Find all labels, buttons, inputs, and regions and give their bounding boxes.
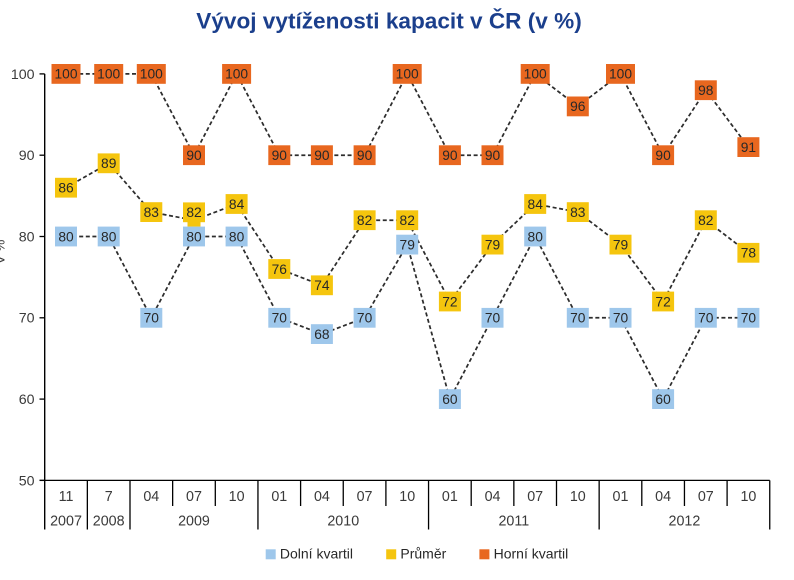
svg-text:01: 01 (442, 489, 458, 505)
svg-text:7: 7 (105, 489, 113, 505)
svg-text:2011: 2011 (498, 513, 529, 529)
svg-text:04: 04 (314, 489, 330, 505)
svg-text:86: 86 (58, 181, 74, 196)
svg-text:07: 07 (186, 489, 202, 505)
svg-text:90: 90 (186, 148, 202, 163)
svg-text:Dolní kvartil: Dolní kvartil (280, 546, 353, 562)
svg-text:04: 04 (485, 489, 501, 505)
svg-text:68: 68 (314, 327, 330, 342)
svg-text:01: 01 (613, 489, 629, 505)
svg-text:82: 82 (357, 213, 372, 228)
svg-text:100: 100 (524, 67, 547, 82)
svg-text:100: 100 (11, 67, 35, 83)
svg-text:60: 60 (655, 392, 671, 407)
svg-text:70: 70 (741, 311, 757, 326)
svg-text:72: 72 (442, 294, 457, 309)
svg-text:82: 82 (400, 213, 415, 228)
svg-text:90: 90 (485, 148, 501, 163)
svg-text:90: 90 (272, 148, 288, 163)
svg-text:70: 70 (357, 311, 373, 326)
svg-text:80: 80 (186, 229, 202, 244)
svg-text:80: 80 (58, 229, 74, 244)
svg-text:10: 10 (229, 489, 245, 505)
svg-text:50: 50 (19, 473, 35, 489)
svg-text:11: 11 (59, 489, 74, 505)
svg-text:89: 89 (101, 156, 117, 171)
svg-text:74: 74 (314, 278, 330, 293)
svg-text:100: 100 (396, 67, 419, 82)
svg-text:70: 70 (613, 311, 629, 326)
svg-text:82: 82 (698, 213, 713, 228)
svg-text:100: 100 (54, 67, 77, 82)
svg-text:98: 98 (698, 83, 714, 98)
svg-text:60: 60 (442, 392, 458, 407)
svg-text:83: 83 (144, 205, 160, 220)
svg-text:60: 60 (19, 392, 35, 408)
svg-text:2008: 2008 (93, 513, 125, 529)
svg-text:Vývoj vytíženosti kapacit v ČR: Vývoj vytíženosti kapacit v ČR (v %) (196, 9, 581, 34)
svg-text:76: 76 (272, 262, 288, 277)
svg-text:2007: 2007 (50, 513, 82, 529)
svg-text:78: 78 (741, 246, 757, 261)
svg-text:100: 100 (140, 67, 163, 82)
svg-text:90: 90 (655, 148, 671, 163)
svg-text:72: 72 (655, 294, 670, 309)
svg-text:80: 80 (19, 229, 35, 245)
svg-text:70: 70 (144, 311, 160, 326)
svg-text:Horní kvartil: Horní kvartil (494, 546, 569, 562)
svg-text:70: 70 (19, 311, 35, 327)
svg-text:79: 79 (400, 237, 416, 252)
svg-text:90: 90 (357, 148, 373, 163)
svg-text:80: 80 (528, 229, 544, 244)
svg-text:100: 100 (97, 67, 120, 82)
svg-text:82: 82 (186, 205, 201, 220)
svg-text:07: 07 (698, 489, 714, 505)
svg-text:90: 90 (314, 148, 330, 163)
svg-text:91: 91 (741, 140, 756, 155)
svg-text:07: 07 (527, 489, 543, 505)
svg-text:10: 10 (740, 489, 756, 505)
svg-text:79: 79 (613, 237, 629, 252)
svg-text:10: 10 (399, 489, 415, 505)
svg-text:100: 100 (609, 67, 632, 82)
svg-text:79: 79 (485, 237, 501, 252)
svg-text:04: 04 (655, 489, 671, 505)
svg-text:10: 10 (570, 489, 586, 505)
svg-text:96: 96 (570, 99, 586, 114)
svg-text:07: 07 (357, 489, 373, 505)
svg-text:04: 04 (143, 489, 159, 505)
svg-text:70: 70 (272, 311, 288, 326)
svg-text:80: 80 (229, 229, 245, 244)
svg-text:84: 84 (528, 197, 544, 212)
svg-text:2010: 2010 (327, 513, 359, 529)
svg-text:100: 100 (225, 67, 248, 82)
svg-text:84: 84 (229, 197, 245, 212)
svg-text:Průměr: Průměr (400, 546, 446, 562)
svg-text:01: 01 (271, 489, 287, 505)
svg-text:83: 83 (570, 205, 586, 220)
svg-text:2012: 2012 (669, 513, 701, 529)
svg-text:70: 70 (570, 311, 586, 326)
svg-text:90: 90 (442, 148, 458, 163)
svg-text:70: 70 (485, 311, 501, 326)
svg-text:80: 80 (101, 229, 117, 244)
svg-text:90: 90 (19, 148, 35, 164)
svg-text:2009: 2009 (178, 513, 210, 529)
svg-text:70: 70 (698, 311, 714, 326)
svg-text:V %: V % (0, 240, 8, 265)
